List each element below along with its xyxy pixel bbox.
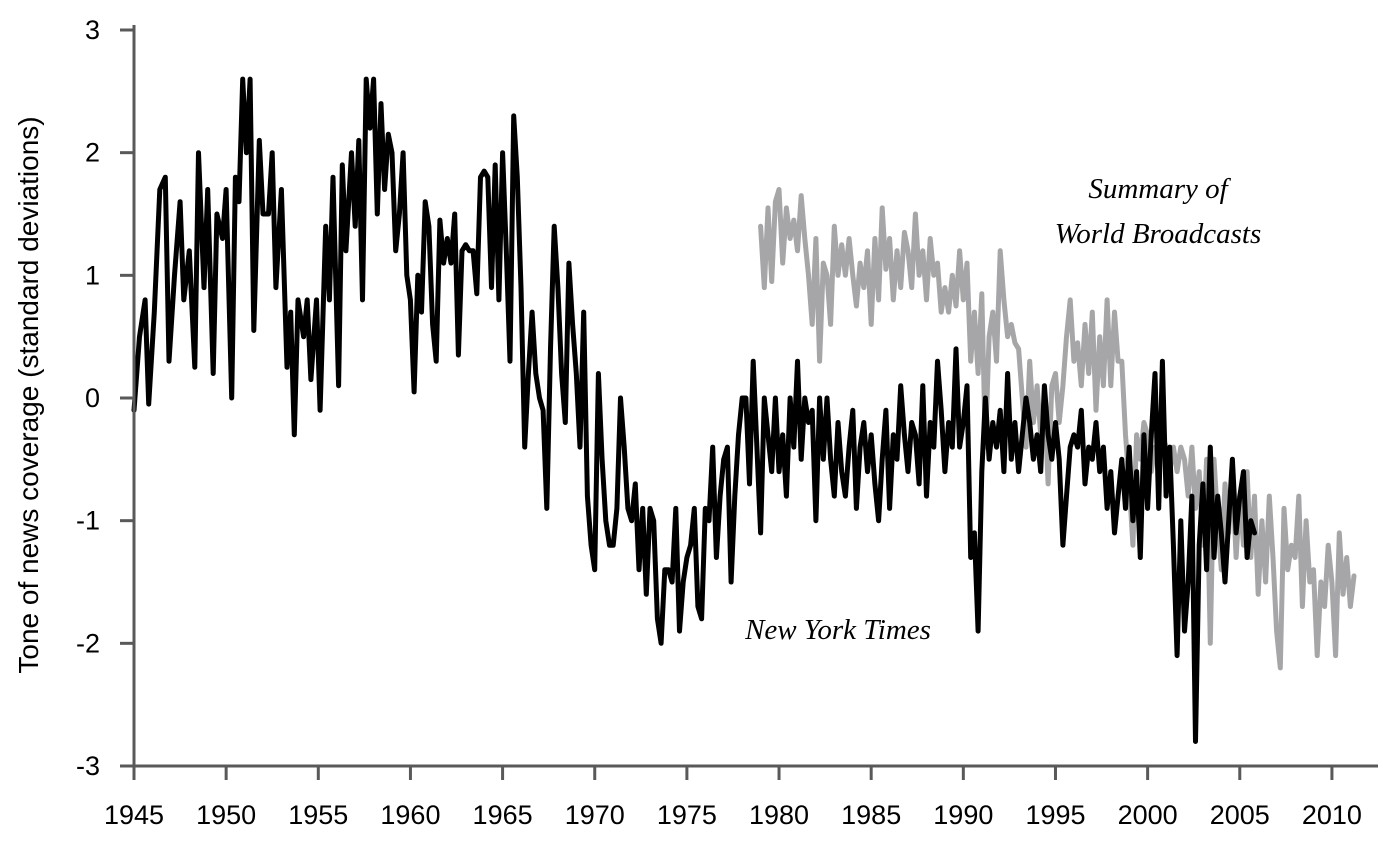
y-tick-label: 0 (85, 383, 100, 413)
x-tick-label: 2010 (1302, 800, 1362, 830)
y-tick-label: -3 (76, 751, 100, 781)
x-tick-label: 1985 (841, 800, 901, 830)
y-axis-title: Tone of news coverage (standard deviatio… (13, 116, 44, 673)
nyt-label: New York Times (744, 614, 931, 646)
y-tick-label: 1 (85, 260, 100, 290)
x-tick-label: 1970 (565, 800, 625, 830)
x-tick-label: 2005 (1210, 800, 1270, 830)
x-tick-label: 1945 (104, 800, 164, 830)
swb-label-line2: World Broadcasts (1055, 218, 1262, 250)
x-tick-label: 1950 (196, 800, 256, 830)
y-tick-label: -2 (76, 628, 100, 658)
x-tick-label: 2000 (1118, 800, 1178, 830)
x-tick-label: 1980 (749, 800, 809, 830)
swb-label-line1: Summary of (1088, 173, 1231, 205)
x-tick-label: 1975 (657, 800, 717, 830)
y-tick-label: 3 (85, 15, 100, 45)
x-tick-label: 1955 (288, 800, 348, 830)
tick-marks (120, 28, 1334, 780)
x-tick-label: 1990 (933, 800, 993, 830)
x-tick-label: 1960 (380, 800, 440, 830)
y-tick-label: 2 (85, 138, 100, 168)
series-layer (131, 76, 1357, 744)
series-line-new-york-times (131, 76, 1257, 744)
series-line-summary-of-world-broadcasts (758, 187, 1357, 671)
x-tick-label: 1995 (1025, 800, 1085, 830)
y-tick-label: -1 (76, 506, 100, 536)
x-tick-label: 1965 (473, 800, 533, 830)
